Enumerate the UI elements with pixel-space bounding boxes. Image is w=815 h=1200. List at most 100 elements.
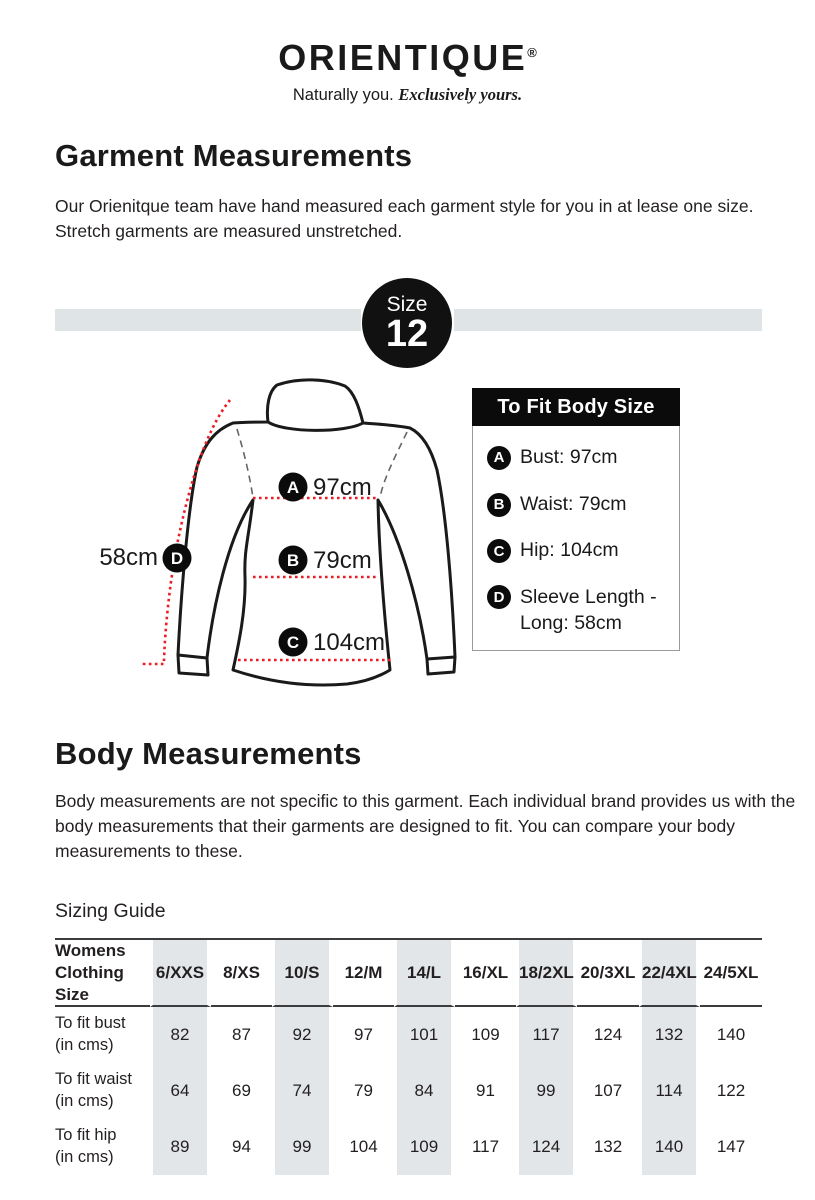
hip-letter: C <box>287 633 299 652</box>
value-cell: 132 <box>593 1137 623 1157</box>
size-header-cell: 10/S <box>272 940 333 1008</box>
sleeve-text-line2: Long: 58cm <box>520 611 622 634</box>
bust-value: 97cm <box>313 474 372 501</box>
size-header-cell: 12/M <box>333 940 394 1008</box>
value-cell: 84 <box>394 1063 455 1120</box>
brand-name: ORIENTIQUE® <box>0 40 815 76</box>
sizing-guide-heading: Sizing Guide <box>55 900 166 922</box>
header-label-cell: Womens Clothing Size <box>55 940 150 1008</box>
brand-logo: ORIENTIQUE® Naturally you. Exclusively y… <box>0 40 815 105</box>
bust-letter: A <box>287 478 299 497</box>
to-fit-body-size-title: To Fit Body Size <box>472 388 680 426</box>
value-cell: 94 <box>232 1137 251 1157</box>
size-badge-label: Size <box>386 292 428 316</box>
row-label: To fit bust <box>55 1014 126 1033</box>
garment-diagram: A 97cm B 79cm C 104cm D 58cm <box>100 378 457 687</box>
value-cell: 79 <box>354 1081 373 1101</box>
sweater-outline-icon <box>176 378 457 687</box>
value-cell: 92 <box>272 1007 333 1064</box>
size-header-cell: 14/L <box>394 940 455 1008</box>
value-cell: 101 <box>394 1007 455 1064</box>
value-cell: 107 <box>593 1081 623 1101</box>
size-header-cell: 8/XS <box>211 940 272 1008</box>
sleeve-length-line <box>142 399 232 668</box>
value-cell: 82 <box>150 1007 211 1064</box>
row-label: To fit waist <box>55 1070 133 1089</box>
hip-letter-badge: C <box>487 539 511 564</box>
value-cell: 109 <box>394 1119 455 1176</box>
brand-tagline: Naturally you. Exclusively yours. <box>0 85 815 105</box>
body-measurements-heading: Body Measurements <box>55 736 362 771</box>
value-cell: 97 <box>354 1025 373 1045</box>
size-header-cell: 18/2XL <box>516 940 577 1008</box>
sleeve-letter-badge <box>162 543 192 573</box>
fit-item-sleeve: D Sleeve Length - Long: 58cm <box>487 585 671 636</box>
value-cell: 147 <box>716 1137 746 1157</box>
waist-letter: B <box>287 551 299 570</box>
table-header-row: Womens Clothing Size 6/XXS 8/XS 10/S 12/… <box>55 940 762 1008</box>
table-row-bust: To fit bust (in cms) 82 87 92 97 101 109… <box>55 1007 762 1064</box>
value-cell: 89 <box>150 1119 211 1176</box>
size-header-cell: 20/3XL <box>577 940 639 1008</box>
value-cell: 99 <box>272 1119 333 1176</box>
value-cell: 91 <box>476 1081 495 1101</box>
hip-letter-badge <box>278 627 308 657</box>
value-cell: 124 <box>593 1025 623 1045</box>
waist-letter-badge <box>278 545 308 575</box>
value-cell: 117 <box>471 1137 500 1157</box>
waist-value: 79cm <box>313 547 372 574</box>
size-header-cell: 24/5XL <box>700 940 762 1008</box>
fit-item-hip: C Hip: 104cm <box>487 538 671 564</box>
value-cell: 122 <box>716 1081 746 1101</box>
hip-value: 104cm <box>313 629 385 656</box>
bust-letter-badge <box>278 472 308 502</box>
waist-letter-badge: B <box>487 492 511 517</box>
sleeve-letter-badge: D <box>487 585 511 610</box>
table-row-waist: To fit waist (in cms) 64 69 74 79 84 91 … <box>55 1063 762 1120</box>
measurement-lines <box>142 399 393 668</box>
row-label: To fit hip <box>55 1126 117 1145</box>
value-cell: 109 <box>471 1025 500 1045</box>
size-header-cell: 16/XL <box>455 940 516 1008</box>
to-fit-body-size-box: To Fit Body Size A Bust: 97cm B Waist: 7… <box>472 388 680 651</box>
header-label-line2: Clothing Size <box>55 962 124 1004</box>
fit-item-sleeve-text: Sleeve Length - Long: 58cm <box>520 585 657 636</box>
to-fit-body-size-items: A Bust: 97cm B Waist: 79cm C Hip: 104cm … <box>473 426 679 637</box>
size-header-cell: 6/XXS <box>150 940 211 1008</box>
fit-item-waist: B Waist: 79cm <box>487 492 671 518</box>
tagline-regular: Naturally you. <box>292 86 399 104</box>
bust-letter-badge: A <box>487 445 511 470</box>
garment-measurements-description: Our Orienitque team have hand measured e… <box>55 196 754 242</box>
tagline-italic: Exclusively yours. <box>398 85 523 104</box>
measurement-labels: A 97cm B 79cm C 104cm D 58cm <box>100 472 385 657</box>
header-label-line1: Womens <box>55 941 126 960</box>
row-label-cell: To fit bust (in cms) <box>55 1007 150 1063</box>
row-sublabel: (in cms) <box>55 1092 114 1111</box>
value-cell: 117 <box>516 1007 577 1064</box>
value-cell: 74 <box>272 1063 333 1120</box>
size-badge-value: 12 <box>385 312 429 355</box>
size-badge: Size 12 <box>362 278 452 368</box>
divider-bar-left <box>55 309 361 331</box>
value-cell: 140 <box>716 1025 746 1045</box>
value-cell: 69 <box>232 1081 251 1101</box>
brand-name-text: ORIENTIQUE <box>278 37 528 78</box>
sleeve-text-line1: Sleeve Length - <box>520 586 657 609</box>
fit-item-bust-text: Bust: 97cm <box>520 446 618 468</box>
fit-item-waist-text: Waist: 79cm <box>520 492 627 515</box>
fit-item-hip-text: Hip: 104cm <box>520 539 619 562</box>
value-cell: 114 <box>639 1063 700 1120</box>
size-header-cell: 22/4XL <box>639 940 700 1008</box>
sleeve-value: 58cm <box>100 544 158 571</box>
fit-item-bust: A Bust: 97cm <box>487 445 671 471</box>
row-label-cell: To fit waist (in cms) <box>55 1063 150 1119</box>
table-row-hip: To fit hip (in cms) 89 94 99 104 109 117… <box>55 1119 762 1176</box>
value-cell: 87 <box>232 1025 251 1045</box>
value-cell: 124 <box>516 1119 577 1176</box>
divider-bar-right <box>454 309 762 331</box>
value-cell: 140 <box>639 1119 700 1176</box>
row-label-cell: To fit hip (in cms) <box>55 1119 150 1175</box>
value-cell: 104 <box>349 1137 378 1157</box>
garment-measurements-heading: Garment Measurements <box>55 138 413 173</box>
value-cell: 99 <box>516 1063 577 1120</box>
